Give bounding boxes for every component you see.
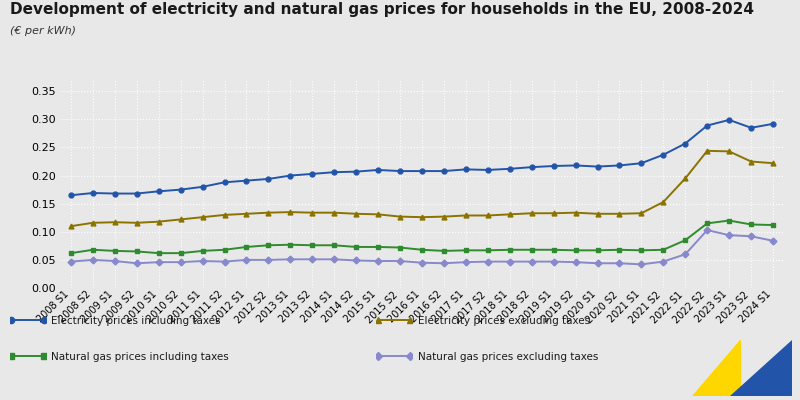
Text: Natural gas prices including taxes: Natural gas prices including taxes bbox=[51, 352, 229, 362]
Text: Natural gas prices excluding taxes: Natural gas prices excluding taxes bbox=[418, 352, 598, 362]
Text: Electricity prices excluding taxes: Electricity prices excluding taxes bbox=[418, 316, 590, 326]
Text: Electricity prices including taxes: Electricity prices including taxes bbox=[51, 316, 221, 326]
Polygon shape bbox=[730, 340, 792, 396]
Polygon shape bbox=[692, 340, 740, 396]
Text: (€ per kWh): (€ per kWh) bbox=[10, 26, 75, 36]
Text: Development of electricity and natural gas prices for households in the EU, 2008: Development of electricity and natural g… bbox=[10, 2, 754, 17]
